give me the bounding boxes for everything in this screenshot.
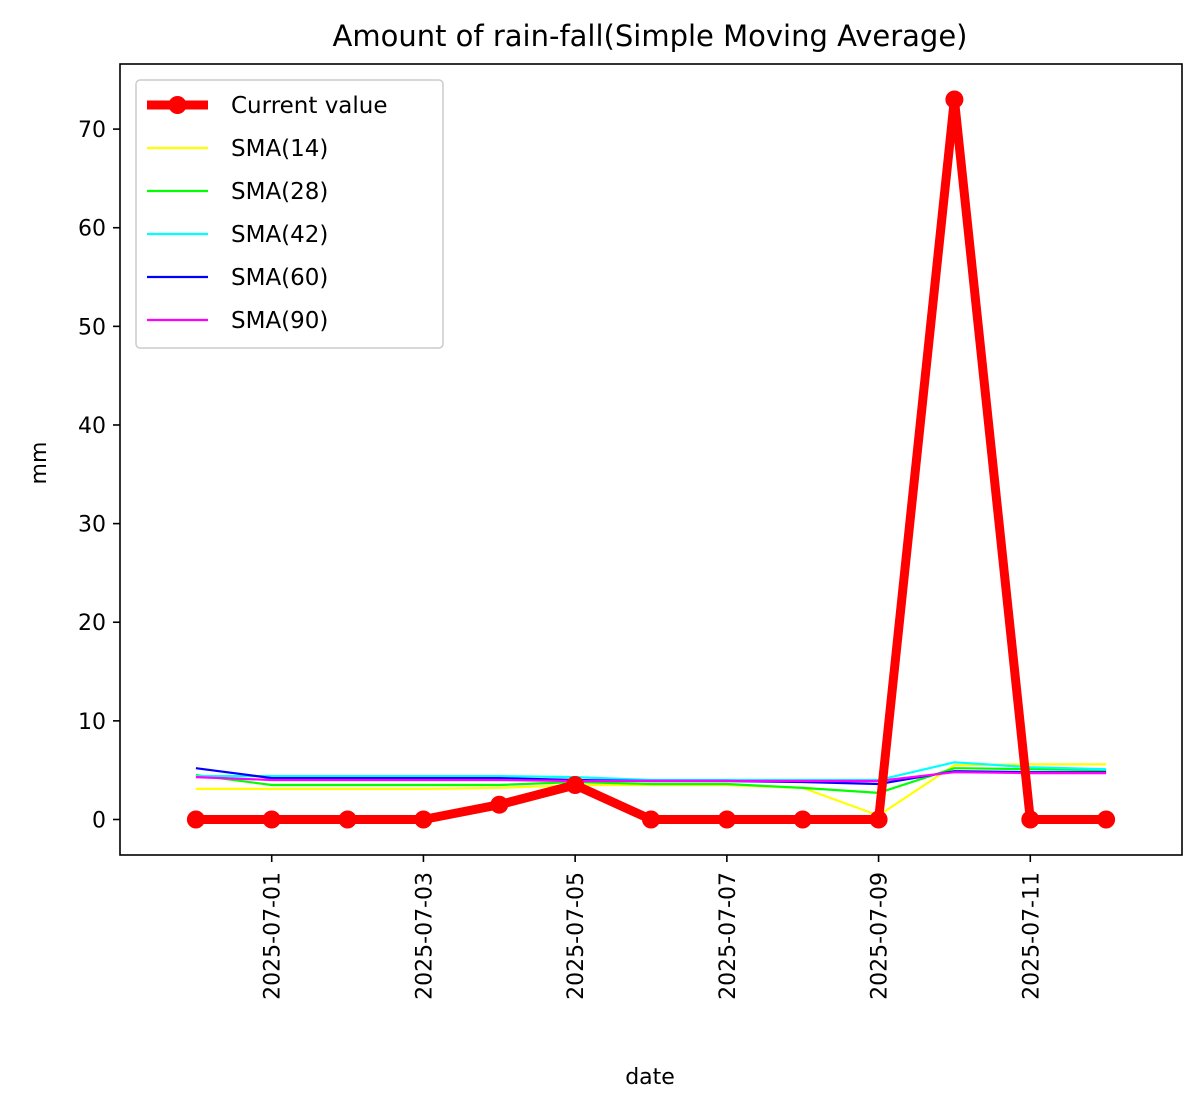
y-tick-label: 60 — [78, 217, 106, 242]
data-point-current-value — [186, 810, 205, 829]
data-point-current-value — [945, 90, 964, 109]
y-tick-label: 30 — [78, 513, 106, 538]
data-point-current-value — [338, 810, 357, 829]
y-tick-label: 40 — [78, 414, 106, 439]
y-axis-label: mm — [27, 442, 52, 485]
legend-label-sma-60: SMA(60) — [231, 265, 328, 291]
legend-label-sma-14: SMA(14) — [231, 136, 328, 162]
data-point-current-value — [717, 810, 736, 829]
x-tick-label: 2025-07-07 — [716, 872, 741, 1000]
x-tick-label: 2025-07-05 — [564, 872, 589, 1000]
x-tick-label: 2025-07-03 — [412, 872, 437, 1000]
legend-marker-current-value — [168, 96, 187, 114]
legend-label-sma-28: SMA(28) — [231, 179, 328, 205]
plot-marks — [186, 90, 1116, 829]
legend-label-sma-90: SMA(90) — [231, 308, 328, 334]
data-point-current-value — [1097, 810, 1116, 829]
series-line-sma-90 — [195, 771, 1107, 783]
data-point-current-value — [793, 810, 812, 829]
plot-frame — [119, 63, 1183, 856]
data-point-current-value — [1021, 810, 1040, 829]
y-tick-label: 10 — [78, 710, 106, 735]
data-point-current-value — [262, 810, 281, 829]
data-point-current-value — [642, 810, 660, 829]
legend-label-current-value: Current value — [231, 93, 388, 119]
legend: Current value SMA(14) SMA(28) SMA(42) SMA(60… — [135, 79, 444, 349]
y-tick-label: 70 — [78, 118, 106, 143]
data-point-current-value — [414, 810, 433, 829]
data-point-current-value — [869, 810, 888, 829]
axes: 0 10 20 30 40 50 60 70 2025-07-01 2025-07-03 2025-… — [78, 63, 1183, 1000]
y-tick-label: 0 — [92, 808, 106, 833]
chart-title: Amount of rain-fall(Simple Moving Averag… — [333, 19, 968, 53]
x-tick-label: 2025-07-01 — [261, 872, 286, 1000]
data-point-current-value — [566, 776, 585, 794]
data-point-current-value — [490, 795, 509, 814]
legend-label-sma-42: SMA(42) — [231, 222, 328, 248]
legend-box — [135, 79, 444, 349]
x-tick-label: 2025-07-09 — [868, 872, 893, 1000]
y-tick-label: 50 — [78, 315, 106, 340]
x-axis-label: date — [625, 1065, 675, 1090]
series-line-sma-28 — [195, 767, 1107, 795]
y-tick-label: 20 — [78, 611, 106, 636]
x-tick-label: 2025-07-11 — [1019, 872, 1044, 1000]
